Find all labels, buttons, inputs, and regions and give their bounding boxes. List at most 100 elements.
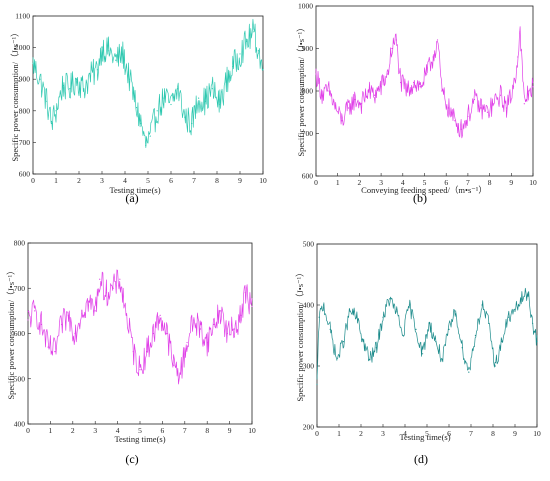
data-point [349,310,351,312]
x-tick-label: 1 [49,426,53,435]
x-tick-label: 0 [314,178,318,187]
data-point [334,107,337,109]
data-point [163,97,165,99]
data-point [402,334,404,337]
x-tick-label: 2 [359,429,363,438]
data-point [193,319,195,321]
data-point [422,353,424,355]
data-point [380,86,382,88]
x-tick-label: 8 [488,178,492,187]
data-point [232,65,234,68]
data-point [455,310,457,312]
x-tick-label: 1 [337,429,341,438]
data-point [486,111,489,113]
data-point [318,316,320,318]
data-point [115,59,117,61]
x-tick-label: 8 [491,429,495,438]
data-point [406,90,408,92]
data-point [198,97,200,99]
data-point [40,323,43,326]
data-point [218,103,220,106]
data-point [233,328,235,330]
data-point [47,346,49,348]
x-axis-title: Conveying feeding speed/（m•s⁻¹） [361,185,487,195]
y-tick-label: 600 [14,329,26,338]
data-point [373,94,376,96]
data-point [521,298,523,300]
x-tick-label: 7 [466,178,470,187]
data-point [132,351,134,353]
data-point [507,316,509,318]
data-point [186,341,188,344]
data-point [67,314,69,316]
data-point [244,292,246,294]
x-tick-label: 10 [248,426,256,435]
data-point [251,305,253,307]
x-tick-label: 4 [403,429,407,438]
series-line [316,287,538,380]
data-point [517,56,519,58]
y-axis-title: Specific power consumption/（J•s⁻¹） [6,266,16,399]
plot-frame [32,15,264,175]
data-point [32,62,34,64]
data-point [257,50,259,52]
data-point [240,314,242,316]
data-point [246,40,248,42]
data-point [76,78,78,80]
y-tick-label: 800 [19,106,31,115]
y-tick-label: 400 [14,420,26,429]
data-point [149,135,151,137]
data-point [96,69,98,71]
x-tick-label: 3 [381,429,385,438]
x-tick-label: 4 [123,176,127,185]
data-point [354,98,356,101]
data-point [395,310,397,312]
y-tick-label: 1000 [298,2,313,11]
data-point [460,128,462,130]
y-tick-label: 900 [19,75,31,84]
data-point [173,364,175,366]
data-point [55,110,57,112]
x-tick-label: 8 [205,426,209,435]
y-tick-label: 500 [14,374,26,383]
x-tick-label: 5 [425,429,429,438]
x-tick-label: 2 [71,426,75,435]
x-axis-title: Testing time(s) [109,185,160,195]
data-point [166,332,168,335]
x-tick-label: 2 [358,178,362,187]
data-point [54,351,56,353]
x-tick-label: 9 [238,176,242,185]
data-point [336,359,338,361]
y-tick-label: 800 [302,87,314,96]
x-tick-label: 4 [401,178,405,187]
x-tick-label: 10 [259,176,267,185]
data-point [83,88,85,90]
data-point [494,365,496,367]
panel-caption: (b) [413,191,427,205]
data-point [94,310,96,312]
data-point [27,319,29,321]
x-axis-title: Testing time(s) [114,434,165,444]
data-point [119,278,121,280]
data-point [369,359,371,361]
data-point [112,287,114,289]
y-tick-label: 1000 [15,43,30,52]
panel-caption: (d) [414,452,428,466]
data-point [135,107,138,109]
y-axis-title: Specific power consumption/（J•s⁻¹） [295,268,305,401]
data-point [105,292,107,294]
data-point [328,90,330,92]
x-tick-label: 7 [192,176,196,185]
data-point [447,107,449,109]
data-point [225,81,227,83]
y-axis-title: Specific power consumption/（J•s⁻¹） [296,23,306,156]
data-point [395,39,397,41]
x-tick-label: 9 [228,426,232,435]
data-point [316,383,318,385]
data-point [87,301,90,303]
data-point [382,316,384,318]
data-point [125,314,128,316]
data-point [329,328,331,330]
x-tick-label: 6 [444,178,448,187]
data-point [389,298,391,300]
